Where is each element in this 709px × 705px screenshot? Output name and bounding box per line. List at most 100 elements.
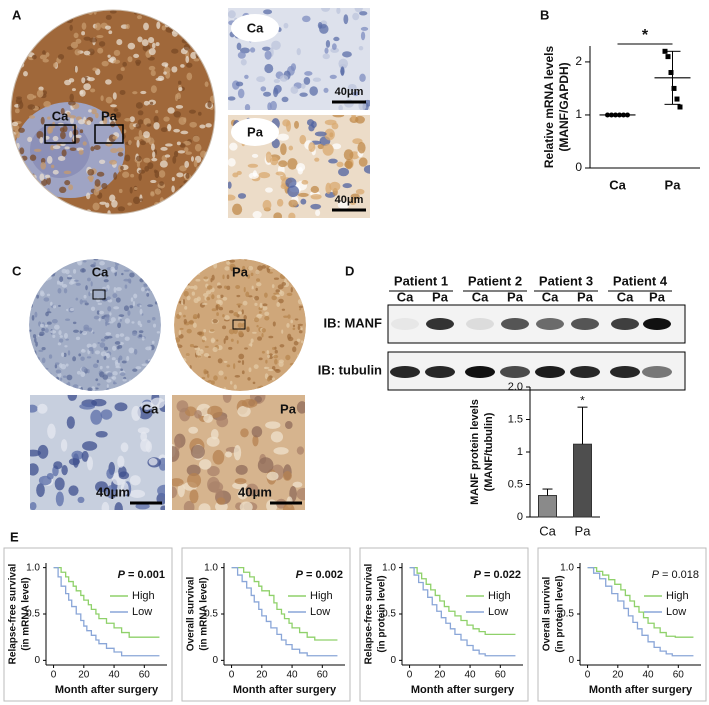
texture — [273, 87, 279, 98]
texture — [195, 350, 200, 356]
texture — [286, 120, 291, 132]
texture — [273, 447, 289, 455]
texture — [185, 379, 191, 385]
y-tick-label: 0 — [517, 511, 523, 523]
texture — [50, 301, 53, 306]
scale-label: 40μm — [238, 484, 272, 499]
texture — [61, 149, 67, 157]
texture — [111, 376, 115, 379]
lane-label: Pa — [432, 289, 449, 304]
texture — [269, 156, 279, 166]
texture — [299, 289, 303, 292]
core-label: Ca — [92, 264, 109, 279]
texture — [64, 385, 67, 391]
texture — [308, 124, 315, 132]
texture — [96, 310, 100, 315]
texture — [123, 278, 129, 282]
texture — [197, 210, 204, 214]
texture — [176, 366, 181, 370]
texture — [100, 338, 106, 342]
texture — [155, 366, 159, 372]
texture — [150, 371, 156, 378]
texture — [29, 387, 36, 391]
x-tick-label: 20 — [612, 670, 624, 681]
texture — [88, 109, 92, 113]
texture — [358, 157, 368, 167]
texture — [288, 145, 294, 151]
x-axis-label: Month after surgery — [411, 684, 515, 696]
texture — [242, 300, 248, 306]
texture — [29, 353, 32, 360]
texture — [129, 116, 135, 123]
texture — [216, 312, 219, 317]
x-tick-label: 60 — [317, 670, 329, 681]
texture — [154, 301, 159, 305]
texture — [143, 157, 151, 163]
scale-label: 40μm — [335, 86, 364, 98]
texture — [251, 286, 254, 290]
texture — [324, 128, 335, 141]
texture — [338, 167, 350, 177]
texture — [216, 339, 219, 342]
texture — [178, 312, 182, 316]
texture — [308, 142, 316, 153]
texture — [183, 282, 188, 286]
texture — [47, 116, 51, 120]
panel-label: D — [345, 263, 354, 278]
texture — [123, 269, 130, 272]
texture — [176, 172, 184, 178]
y-tick-label: 0.5 — [508, 478, 523, 490]
texture — [104, 25, 111, 30]
texture — [86, 120, 92, 126]
texture — [235, 464, 248, 475]
texture — [220, 294, 224, 299]
texture — [118, 466, 127, 478]
texture — [195, 278, 201, 282]
texture — [142, 382, 145, 388]
texture — [34, 337, 37, 343]
texture — [181, 190, 186, 195]
texture — [32, 334, 37, 339]
texture — [96, 274, 102, 278]
texture — [314, 157, 320, 162]
texture — [264, 292, 268, 298]
texture — [138, 129, 143, 138]
texture — [131, 405, 141, 421]
texture — [190, 32, 197, 36]
texture — [57, 155, 66, 161]
texture — [64, 259, 69, 263]
texture — [287, 314, 291, 319]
texture — [130, 173, 135, 178]
texture — [30, 389, 35, 391]
texture — [124, 336, 130, 341]
texture — [147, 304, 154, 307]
texture — [135, 366, 142, 370]
texture — [172, 478, 184, 487]
texture — [253, 364, 259, 369]
texture — [90, 306, 96, 312]
texture — [58, 304, 61, 307]
texture — [211, 52, 215, 59]
texture — [278, 361, 284, 367]
panel-label: B — [540, 7, 549, 22]
texture — [226, 274, 230, 280]
texture — [290, 63, 297, 72]
texture — [58, 186, 67, 194]
texture — [137, 320, 141, 326]
texture — [289, 367, 293, 373]
texture — [193, 285, 198, 290]
scale-label: 40μm — [335, 194, 364, 206]
texture — [236, 42, 242, 51]
texture — [295, 272, 301, 276]
texture — [50, 19, 56, 23]
texture — [189, 319, 194, 325]
texture — [259, 302, 263, 309]
texture — [207, 355, 211, 359]
texture — [75, 336, 81, 341]
texture — [244, 103, 251, 110]
band — [642, 366, 672, 378]
texture — [66, 416, 75, 429]
texture — [92, 67, 98, 72]
texture — [175, 387, 180, 391]
texture — [39, 331, 45, 336]
